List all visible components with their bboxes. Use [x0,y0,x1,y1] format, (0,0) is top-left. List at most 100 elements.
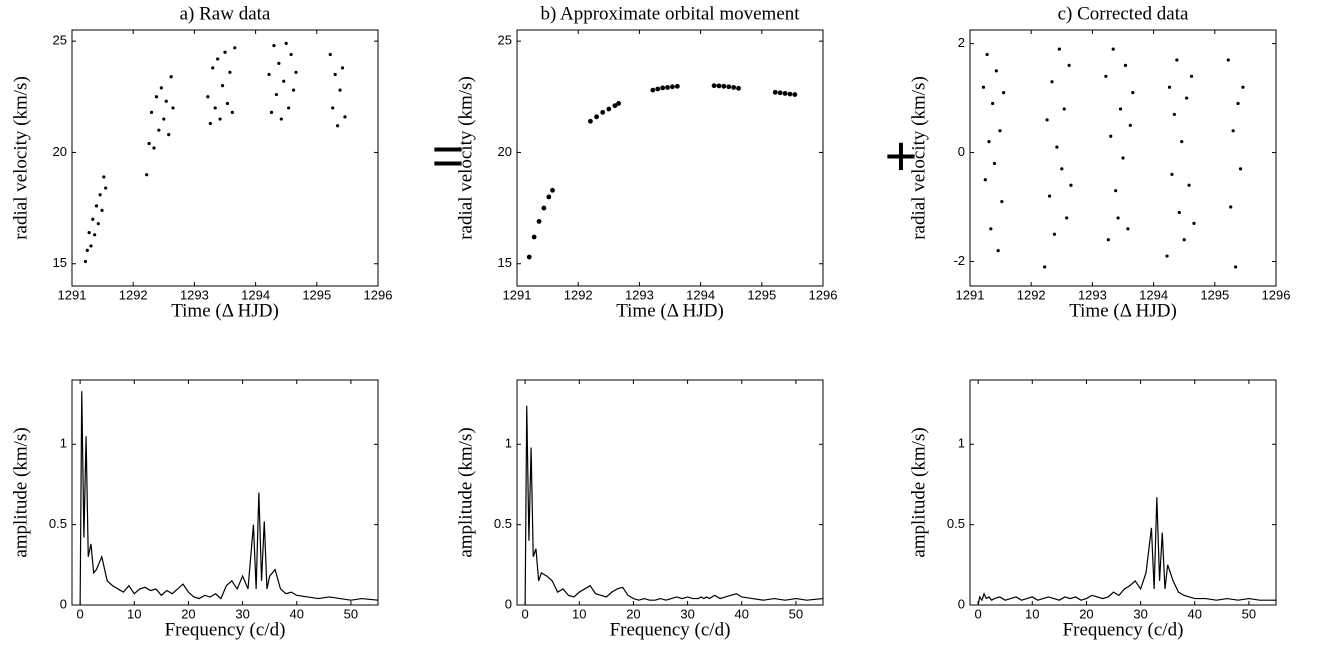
data-point [711,83,717,89]
data-point [1114,189,1118,193]
x-axis-label: Frequency (c/d) [610,619,731,640]
y-tick-label: 0.5 [494,516,512,531]
x-tick-label: 1291 [58,287,87,302]
y-tick-label: 15 [53,255,67,270]
data-point [269,110,274,114]
data-point [338,88,342,92]
plus-sign: + [885,124,918,187]
data-point [526,254,532,260]
data-point [612,103,618,109]
y-tick-label: 25 [53,33,67,48]
y-tick-label: 0.5 [947,516,965,531]
data-point [1170,172,1174,176]
data-point [1236,101,1240,106]
data-point [291,88,296,92]
x-tick-label: 0 [522,606,529,621]
data-point [777,90,783,96]
y-tick-label: 20 [498,144,512,159]
data-point [1165,254,1169,258]
data-point [655,86,661,92]
x-tick-label: 10 [1025,606,1039,621]
data-point [279,117,283,121]
x-tick-label: 10 [572,606,586,621]
x-tick-label: 1294 [686,287,715,302]
data-point [272,43,276,48]
data-point [1000,199,1004,204]
data-point [328,52,332,57]
x-tick-label: 1291 [503,287,532,302]
data-point [989,227,993,231]
data-point [1180,140,1184,144]
data-point [1043,265,1047,269]
data-point [1131,91,1135,95]
plot-frame [516,29,824,287]
x-tick-label: 30 [680,606,694,621]
data-point [1182,238,1186,242]
data-point [159,86,163,90]
data-point [1175,58,1179,62]
y-axis-label: amplitude (km/s) [455,427,476,557]
data-point [1062,107,1066,111]
x-tick-label: 0 [975,606,982,621]
data-point [225,101,230,106]
data-point [343,115,347,119]
x-tick-label: 20 [181,606,195,621]
data-point [994,69,998,73]
data-point [1128,123,1132,127]
data-point [616,101,621,106]
data-point [1121,156,1125,160]
data-point [1104,74,1108,78]
data-point [721,83,727,89]
data-point [1002,91,1006,95]
data-point [1123,63,1128,68]
data-point [716,83,722,89]
data-point [208,121,212,126]
x-tick-label: 1293 [1078,287,1107,302]
data-point [1185,96,1189,100]
data-point [1050,80,1054,84]
y-tick-label: 1 [60,436,67,451]
data-point [1109,134,1113,138]
data-point [731,85,737,90]
x-tick-label: 50 [1242,606,1256,621]
data-point [1069,183,1073,187]
data-point [171,106,175,110]
data-point [987,140,991,144]
data-point [606,106,612,112]
x-axis-label: Time (Δ HJD) [171,300,279,321]
y-tick-label: 20 [53,144,67,159]
data-point [340,66,345,70]
x-tick-label: 40 [1188,606,1202,621]
data-point [1126,227,1130,231]
data-point [1057,47,1061,51]
data-point [1052,232,1057,236]
y-axis-label: amplitude (km/s) [10,427,31,557]
plot-frame [71,379,379,606]
data-point [792,92,798,97]
data-point [1106,238,1110,242]
data-point [211,66,215,70]
data-point [992,161,997,166]
equals-sign: = [432,124,465,187]
data-point [147,141,151,146]
data-point [1187,183,1191,187]
data-point [787,91,793,97]
data-point [145,173,149,177]
data-point [1055,145,1059,149]
chart-title: b) Approximate orbital movement [540,3,800,24]
x-tick-label: 20 [1079,606,1093,621]
data-point [230,110,234,114]
data-point [85,248,89,252]
data-point [736,85,741,91]
data-point [665,85,670,90]
plot-frame [969,29,1277,287]
data-point [87,230,91,235]
data-point [233,46,237,50]
data-point [96,222,100,226]
x-tick-label: 40 [735,606,749,621]
data-point [89,244,93,248]
data-point [650,87,656,93]
data-point [1238,167,1243,171]
data-point [594,114,599,120]
